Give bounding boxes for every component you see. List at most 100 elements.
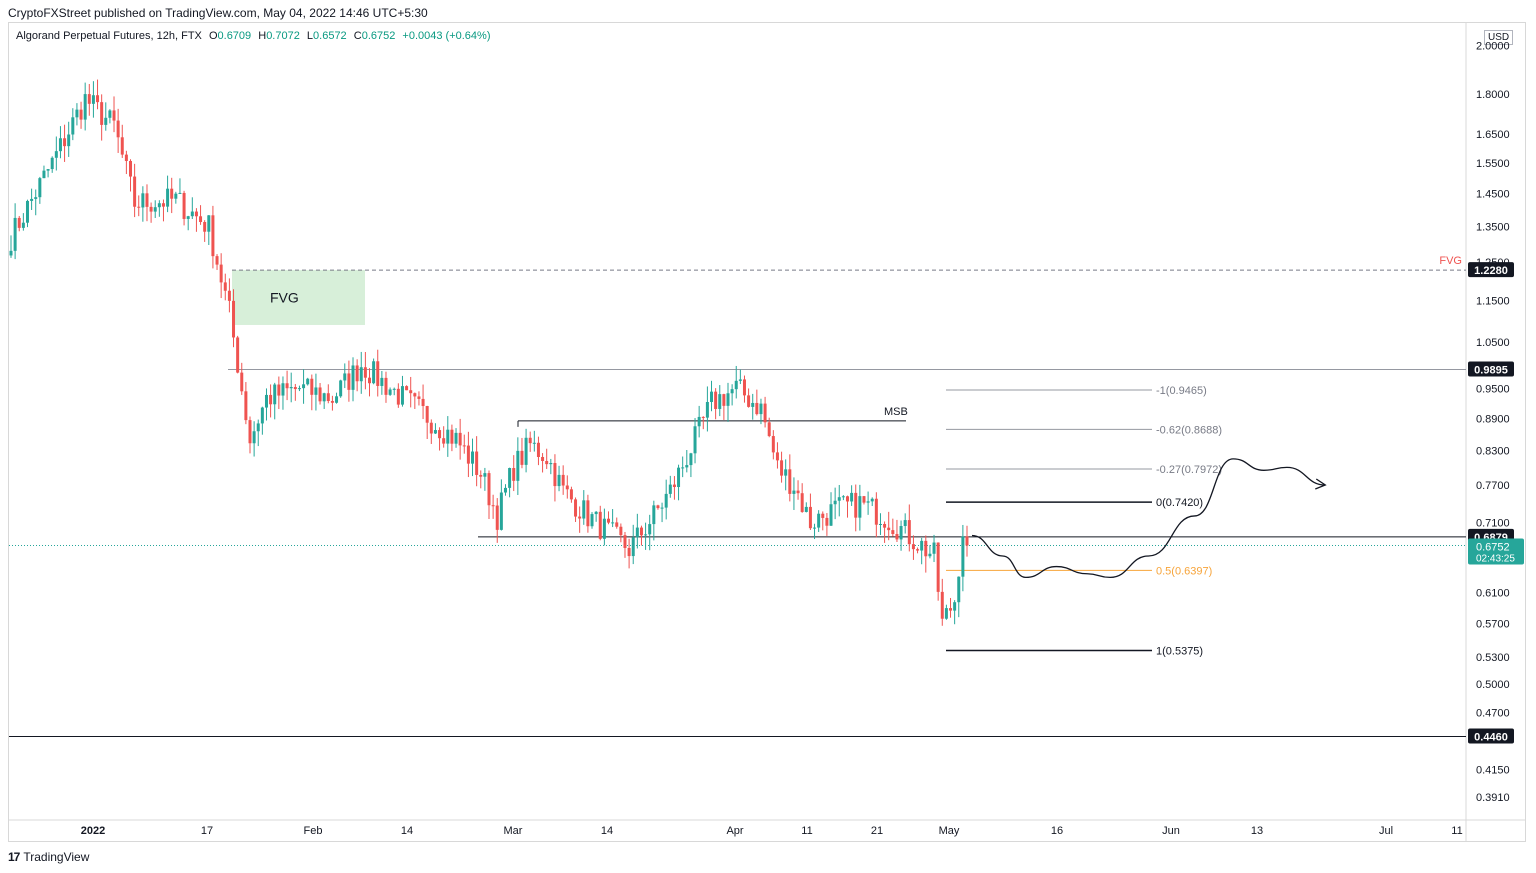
- candle-body: [664, 493, 668, 508]
- candle-body: [722, 394, 726, 406]
- candle-body: [804, 506, 808, 512]
- candle-body: [42, 170, 46, 179]
- candle-body: [936, 542, 940, 592]
- candle-body: [775, 452, 779, 461]
- candle-body: [252, 431, 256, 444]
- candle-body: [557, 474, 561, 487]
- candle-body: [858, 496, 862, 518]
- price-level-badge: [1468, 361, 1514, 377]
- candle-body: [738, 379, 742, 381]
- candle-body: [384, 377, 388, 395]
- candle-body: [586, 500, 590, 527]
- candle-body: [289, 387, 293, 389]
- candle-body: [536, 442, 540, 457]
- price-level-badge: [1468, 728, 1514, 744]
- candle-body: [322, 393, 326, 402]
- candle-body: [174, 193, 178, 199]
- currency-button[interactable]: USD: [1484, 30, 1514, 45]
- x-tick-label: Jun: [1162, 825, 1180, 837]
- candle-body: [545, 460, 549, 465]
- candle-body: [293, 387, 297, 390]
- candle-body: [623, 535, 627, 548]
- candle-body: [351, 365, 355, 390]
- price-level-text: 1.2280: [1474, 265, 1508, 277]
- candle-body: [219, 264, 223, 283]
- candle-body: [83, 94, 87, 120]
- candle-body: [911, 544, 915, 550]
- candle-body: [75, 109, 79, 118]
- candle-body: [108, 110, 112, 118]
- candle-body: [644, 534, 648, 536]
- candle-body: [429, 422, 433, 434]
- fib-level-label: 0.5(0.6397): [1156, 565, 1212, 577]
- candle-body: [697, 416, 701, 427]
- countdown-text: 02:43:25: [1476, 554, 1515, 565]
- chart-frame: [8, 22, 1526, 842]
- symbol-legend: Algorand Perpetual Futures, 12h, FTX O0.…: [16, 30, 491, 42]
- candle-body: [190, 211, 194, 217]
- candle-body: [590, 514, 594, 527]
- candle-body: [718, 394, 722, 409]
- x-tick-label: 21: [871, 825, 883, 837]
- candle-body: [508, 468, 512, 488]
- candle-body: [343, 373, 347, 381]
- candle-body: [442, 438, 446, 444]
- candle-body: [149, 206, 153, 212]
- candle-body: [813, 527, 817, 529]
- candle-body: [129, 160, 132, 177]
- fib-level-label: -0.27(0.7972): [1156, 464, 1222, 476]
- candle-body: [310, 378, 314, 395]
- candle-body: [635, 527, 639, 538]
- candle-body: [850, 492, 854, 502]
- candle-body: [116, 120, 120, 138]
- candle-body: [475, 451, 479, 475]
- x-tick-label: Jul: [1379, 825, 1393, 837]
- fib-level-label: -1(0.9465): [1156, 385, 1207, 397]
- candle-body: [182, 192, 186, 219]
- candle-body: [199, 216, 203, 223]
- candle-body: [701, 416, 705, 418]
- y-tick-label: 1.4500: [1476, 189, 1510, 201]
- candle-body: [705, 401, 709, 418]
- candle-body: [215, 256, 219, 265]
- candle-body: [50, 157, 54, 170]
- candle-body: [578, 516, 582, 519]
- candle-body: [462, 445, 466, 447]
- candle-body: [916, 549, 920, 551]
- candle-body: [615, 522, 619, 527]
- candle-body: [13, 217, 17, 251]
- candle-body: [825, 517, 829, 526]
- candle-body: [541, 456, 545, 461]
- candle-body: [866, 501, 870, 503]
- candle-body: [594, 511, 598, 515]
- y-tick-label: 0.4700: [1476, 707, 1510, 719]
- price-level-text: 0.4460: [1474, 731, 1508, 743]
- candle-body: [512, 468, 516, 481]
- fvg-right-label: FVG: [1439, 255, 1462, 267]
- candle-body: [186, 216, 190, 219]
- candle-body: [157, 203, 161, 208]
- candle-body: [792, 490, 796, 494]
- candle-body: [759, 403, 763, 415]
- candle-body: [660, 507, 664, 509]
- candle-body: [30, 198, 34, 201]
- candle-body: [392, 388, 396, 390]
- candle-body: [264, 394, 268, 408]
- close-label: C: [353, 30, 362, 42]
- current-price-text: 0.6752: [1476, 542, 1510, 554]
- candle-body: [355, 365, 359, 382]
- candle-body: [742, 379, 746, 396]
- candle-body: [314, 387, 318, 395]
- candle-body: [639, 527, 643, 536]
- candle-body: [207, 215, 211, 232]
- candle-body: [689, 453, 693, 466]
- candle-body: [800, 493, 804, 512]
- x-tick-label: 11: [1451, 825, 1462, 837]
- candle-body: [91, 95, 95, 104]
- candle-body: [285, 383, 289, 389]
- candle-body: [133, 176, 137, 207]
- candle-body: [949, 608, 953, 611]
- candle-body: [565, 485, 569, 490]
- candle-body: [652, 505, 656, 525]
